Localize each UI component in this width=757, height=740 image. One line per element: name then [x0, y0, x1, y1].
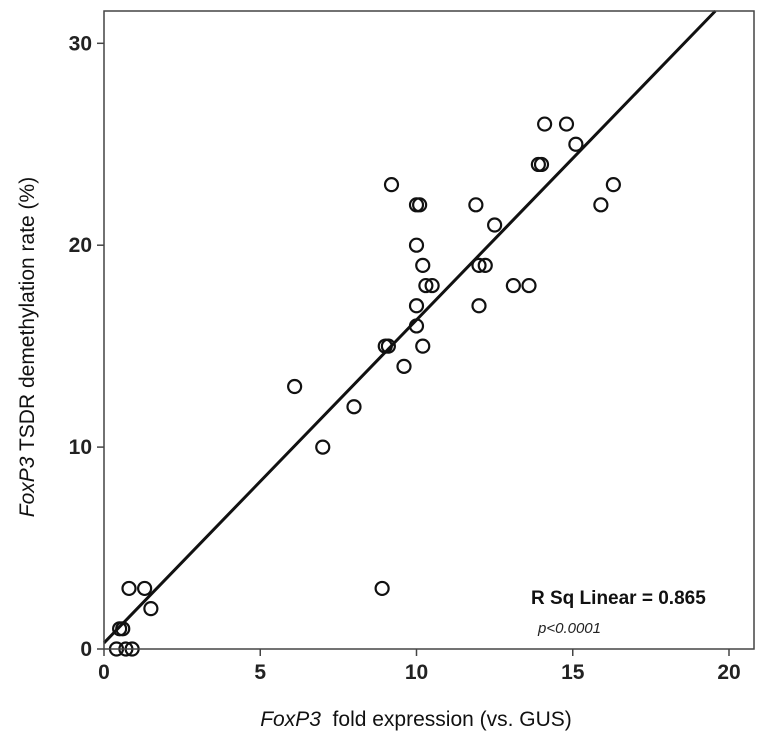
- data-point: [143, 601, 159, 617]
- data-point: [137, 580, 153, 597]
- data-point: [396, 358, 412, 374]
- data-point: [383, 177, 400, 193]
- data-point: [521, 277, 537, 294]
- data-point: [537, 116, 553, 132]
- p-value-annotation: p<0.0001: [537, 620, 601, 637]
- x-tick-label: 15: [561, 661, 585, 684]
- data-point: [415, 338, 431, 354]
- y-axis-title-italic: FoxP3: [16, 456, 39, 517]
- data-point: [408, 237, 425, 253]
- plot-frame: [103, 10, 755, 650]
- x-tick-label: 0: [98, 661, 110, 684]
- data-point: [533, 156, 550, 173]
- y-axis-ticks: 0 10 20 30: [69, 32, 104, 661]
- data-point: [593, 197, 609, 213]
- data-point: [374, 580, 390, 597]
- x-tick-label: 20: [717, 661, 740, 684]
- data-points: [108, 116, 621, 657]
- regression-line: [102, 9, 717, 644]
- data-point: [568, 136, 584, 152]
- x-axis-ticks: 0 5 10 15 20: [98, 649, 741, 684]
- y-axis-title-rest: TSDR demethylation rate (%): [16, 177, 39, 457]
- x-tick-label: 10: [405, 661, 428, 684]
- data-point: [605, 177, 621, 193]
- x-axis-title-rest: fold expression (vs. GUS): [321, 708, 572, 731]
- data-point: [408, 298, 425, 314]
- y-tick-label: 30: [69, 32, 92, 55]
- data-point: [412, 197, 428, 213]
- x-tick-label: 5: [254, 661, 266, 684]
- data-point: [418, 277, 434, 294]
- y-axis-title: FoxP3 TSDR demethylation rate (%): [16, 177, 39, 517]
- data-point: [477, 257, 493, 273]
- x-axis-title: FoxP3 fold expression (vs. GUS): [260, 708, 572, 731]
- y-tick-label: 20: [69, 234, 92, 257]
- data-point: [468, 197, 484, 213]
- data-point: [121, 580, 137, 597]
- x-axis-title-italic: FoxP3: [260, 708, 321, 731]
- data-point: [315, 439, 331, 455]
- data-point: [424, 277, 440, 294]
- data-point: [487, 217, 503, 233]
- y-tick-label: 10: [69, 436, 92, 459]
- y-tick-label: 0: [80, 638, 92, 661]
- data-point: [415, 257, 431, 273]
- data-point: [346, 399, 362, 415]
- data-point: [471, 257, 487, 273]
- data-point: [558, 116, 575, 132]
- data-point: [380, 338, 396, 354]
- data-point: [505, 277, 521, 294]
- data-point: [287, 378, 303, 395]
- data-point: [471, 298, 487, 314]
- r-squared-annotation: R Sq Linear = 0.865: [531, 588, 706, 609]
